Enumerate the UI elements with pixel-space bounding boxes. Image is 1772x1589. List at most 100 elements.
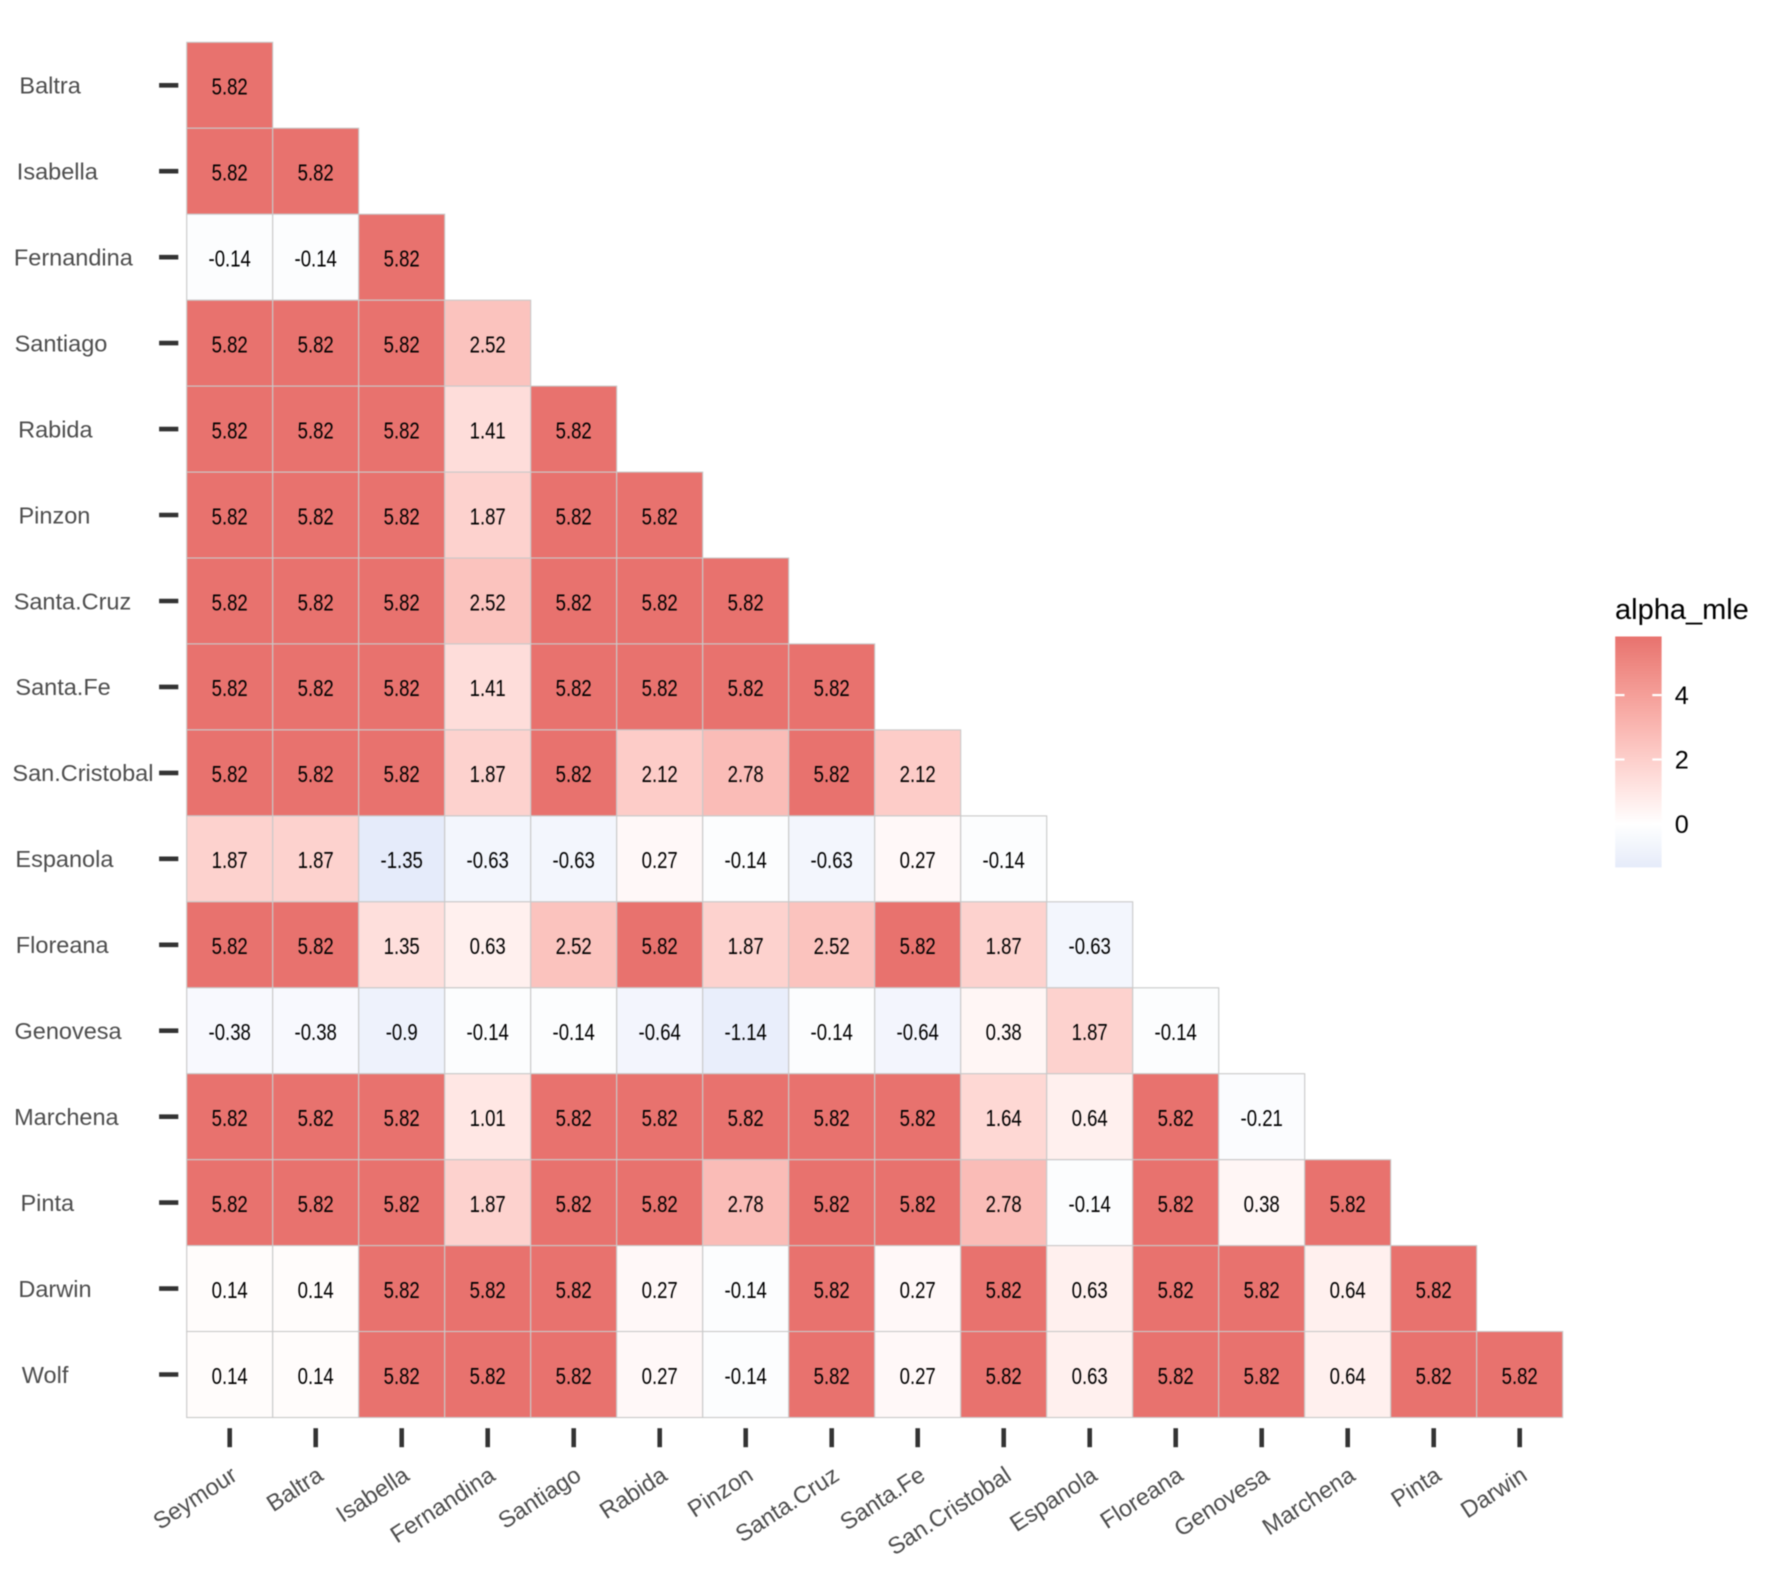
svg-text:5.82: 5.82 (298, 675, 334, 701)
svg-text:0.38: 0.38 (986, 1019, 1022, 1045)
svg-text:5.82: 5.82 (900, 933, 936, 959)
svg-text:5.82: 5.82 (298, 503, 334, 529)
svg-text:5.82: 5.82 (384, 761, 420, 787)
svg-text:5.82: 5.82 (384, 589, 420, 615)
svg-text:0.64: 0.64 (1330, 1277, 1366, 1303)
svg-text:5.82: 5.82 (728, 589, 764, 615)
svg-text:-0.14: -0.14 (725, 847, 767, 873)
svg-text:0.27: 0.27 (642, 1277, 678, 1303)
svg-text:-0.14: -0.14 (725, 1277, 767, 1303)
svg-text:1.41: 1.41 (470, 675, 506, 701)
svg-text:5.82: 5.82 (1416, 1363, 1452, 1389)
svg-text:5.82: 5.82 (814, 761, 850, 787)
svg-text:-0.14: -0.14 (295, 246, 337, 272)
svg-text:5.82: 5.82 (814, 1277, 850, 1303)
svg-text:5.82: 5.82 (814, 1105, 850, 1131)
svg-text:5.82: 5.82 (298, 160, 334, 186)
svg-text:0.63: 0.63 (470, 933, 506, 959)
svg-text:-0.38: -0.38 (209, 1019, 251, 1045)
svg-text:5.82: 5.82 (298, 331, 334, 357)
svg-text:5.82: 5.82 (1158, 1191, 1194, 1217)
svg-text:5.82: 5.82 (384, 417, 420, 443)
svg-text:5.82: 5.82 (1244, 1363, 1280, 1389)
svg-text:2: 2 (1675, 746, 1689, 774)
svg-text:2.78: 2.78 (986, 1191, 1022, 1217)
svg-text:5.82: 5.82 (1416, 1277, 1452, 1303)
svg-text:Espanola: Espanola (15, 846, 114, 872)
svg-text:Wolf: Wolf (22, 1362, 69, 1388)
svg-text:1.87: 1.87 (298, 847, 334, 873)
svg-text:Baltra: Baltra (19, 73, 81, 99)
svg-text:5.82: 5.82 (556, 503, 592, 529)
svg-text:0.14: 0.14 (212, 1277, 248, 1303)
svg-text:1.87: 1.87 (470, 761, 506, 787)
svg-text:5.82: 5.82 (384, 331, 420, 357)
svg-text:5.82: 5.82 (642, 1105, 678, 1131)
svg-text:2.52: 2.52 (556, 933, 592, 959)
svg-text:5.82: 5.82 (642, 1191, 678, 1217)
svg-text:0.27: 0.27 (900, 1363, 936, 1389)
svg-text:5.82: 5.82 (814, 675, 850, 701)
svg-text:5.82: 5.82 (556, 417, 592, 443)
svg-text:5.82: 5.82 (814, 1191, 850, 1217)
svg-text:5.82: 5.82 (298, 1105, 334, 1131)
svg-text:5.82: 5.82 (900, 1105, 936, 1131)
svg-text:5.82: 5.82 (212, 74, 248, 100)
svg-text:5.82: 5.82 (642, 933, 678, 959)
svg-text:5.82: 5.82 (470, 1277, 506, 1303)
svg-text:5.82: 5.82 (556, 1363, 592, 1389)
svg-text:Santa.Fe: Santa.Fe (15, 674, 110, 700)
svg-text:1.64: 1.64 (986, 1105, 1022, 1131)
svg-text:1.01: 1.01 (470, 1105, 506, 1131)
svg-text:5.82: 5.82 (556, 761, 592, 787)
svg-text:5.82: 5.82 (642, 503, 678, 529)
svg-text:0: 0 (1675, 811, 1689, 839)
svg-text:-0.21: -0.21 (1241, 1105, 1283, 1131)
svg-text:0.14: 0.14 (298, 1363, 334, 1389)
svg-text:5.82: 5.82 (212, 1105, 248, 1131)
svg-text:Genovesa: Genovesa (15, 1018, 123, 1044)
svg-text:-0.14: -0.14 (553, 1019, 595, 1045)
svg-text:1.87: 1.87 (986, 933, 1022, 959)
svg-text:5.82: 5.82 (212, 761, 248, 787)
svg-text:5.82: 5.82 (1158, 1277, 1194, 1303)
svg-text:5.82: 5.82 (298, 417, 334, 443)
svg-text:5.82: 5.82 (212, 417, 248, 443)
svg-text:5.82: 5.82 (212, 675, 248, 701)
svg-text:5.82: 5.82 (212, 1191, 248, 1217)
svg-text:-0.14: -0.14 (725, 1363, 767, 1389)
svg-text:San.Cristobal: San.Cristobal (12, 760, 153, 786)
svg-text:-0.63: -0.63 (467, 847, 509, 873)
svg-text:0.63: 0.63 (1072, 1277, 1108, 1303)
svg-text:-0.63: -0.63 (1069, 933, 1111, 959)
svg-text:5.82: 5.82 (384, 675, 420, 701)
svg-text:5.82: 5.82 (384, 1105, 420, 1131)
svg-text:5.82: 5.82 (1158, 1105, 1194, 1131)
svg-text:5.82: 5.82 (728, 675, 764, 701)
svg-text:Floreana: Floreana (16, 932, 110, 958)
svg-text:2.12: 2.12 (642, 761, 678, 787)
svg-text:5.82: 5.82 (728, 1105, 764, 1131)
svg-text:0.27: 0.27 (642, 1363, 678, 1389)
svg-text:2.78: 2.78 (728, 761, 764, 787)
svg-text:1.87: 1.87 (470, 1191, 506, 1217)
svg-text:5.82: 5.82 (470, 1363, 506, 1389)
svg-text:-0.64: -0.64 (639, 1019, 681, 1045)
svg-text:-1.14: -1.14 (725, 1019, 767, 1045)
svg-text:5.82: 5.82 (298, 1191, 334, 1217)
svg-text:Rabida: Rabida (18, 416, 93, 442)
svg-text:-0.14: -0.14 (467, 1019, 509, 1045)
svg-text:alpha_mle: alpha_mle (1615, 594, 1749, 626)
svg-text:0.27: 0.27 (900, 1277, 936, 1303)
svg-text:5.82: 5.82 (212, 331, 248, 357)
svg-text:5.82: 5.82 (1244, 1277, 1280, 1303)
svg-text:-0.14: -0.14 (983, 847, 1025, 873)
svg-text:Isabella: Isabella (17, 159, 99, 185)
svg-text:0.63: 0.63 (1072, 1363, 1108, 1389)
svg-text:1.87: 1.87 (470, 503, 506, 529)
svg-text:-0.14: -0.14 (1155, 1019, 1197, 1045)
svg-text:5.82: 5.82 (556, 589, 592, 615)
svg-text:1.35: 1.35 (384, 933, 420, 959)
svg-text:5.82: 5.82 (384, 503, 420, 529)
svg-text:0.64: 0.64 (1072, 1105, 1108, 1131)
